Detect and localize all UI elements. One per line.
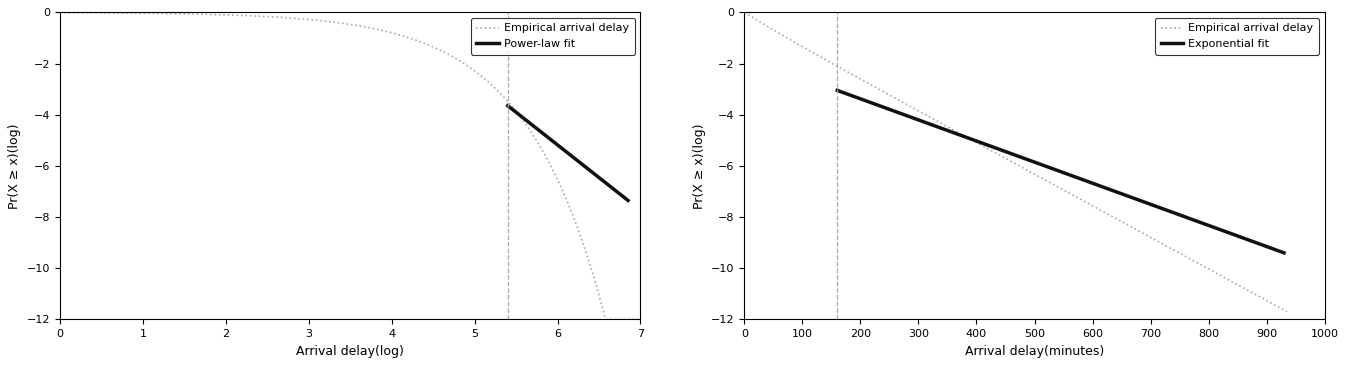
Power-law fit xyxy=(500,104,516,108)
Empirical arrival delay xyxy=(405,37,422,42)
Empirical arrival delay xyxy=(57,11,73,15)
Empirical arrival delay xyxy=(423,44,439,48)
Y-axis label: Pr(X ≥ x)(log): Pr(X ≥ x)(log) xyxy=(8,123,22,209)
Empirical arrival delay xyxy=(493,92,509,97)
Empirical arrival delay xyxy=(1082,202,1098,206)
Empirical arrival delay xyxy=(737,10,753,15)
Exponential fit xyxy=(830,88,846,93)
Empirical arrival delay xyxy=(391,33,407,37)
Power-law fit xyxy=(620,198,636,203)
Empirical arrival delay xyxy=(632,317,648,322)
X-axis label: Arrival delay(minutes): Arrival delay(minutes) xyxy=(964,345,1105,358)
Empirical arrival delay xyxy=(552,183,568,188)
Y-axis label: Pr(X ≥ x)(log): Pr(X ≥ x)(log) xyxy=(692,123,706,209)
Empirical arrival delay xyxy=(1052,186,1068,190)
Empirical arrival delay xyxy=(769,30,785,35)
Legend: Empirical arrival delay, Power-law fit: Empirical arrival delay, Power-law fit xyxy=(471,18,634,55)
Line: Empirical arrival delay: Empirical arrival delay xyxy=(745,12,1286,311)
Line: Empirical arrival delay: Empirical arrival delay xyxy=(65,13,640,320)
Empirical arrival delay xyxy=(1065,193,1082,198)
X-axis label: Arrival delay(log): Arrival delay(log) xyxy=(296,345,404,358)
Legend: Empirical arrival delay, Exponential fit: Empirical arrival delay, Exponential fit xyxy=(1156,18,1319,55)
Empirical arrival delay xyxy=(1203,268,1219,273)
Empirical arrival delay xyxy=(1148,238,1164,242)
Line: Exponential fit: Exponential fit xyxy=(838,90,1284,253)
Empirical arrival delay xyxy=(1278,309,1294,314)
Exponential fit xyxy=(1276,251,1292,255)
Empirical arrival delay xyxy=(598,317,614,322)
Line: Power-law fit: Power-law fit xyxy=(508,106,628,201)
Empirical arrival delay xyxy=(92,11,108,15)
